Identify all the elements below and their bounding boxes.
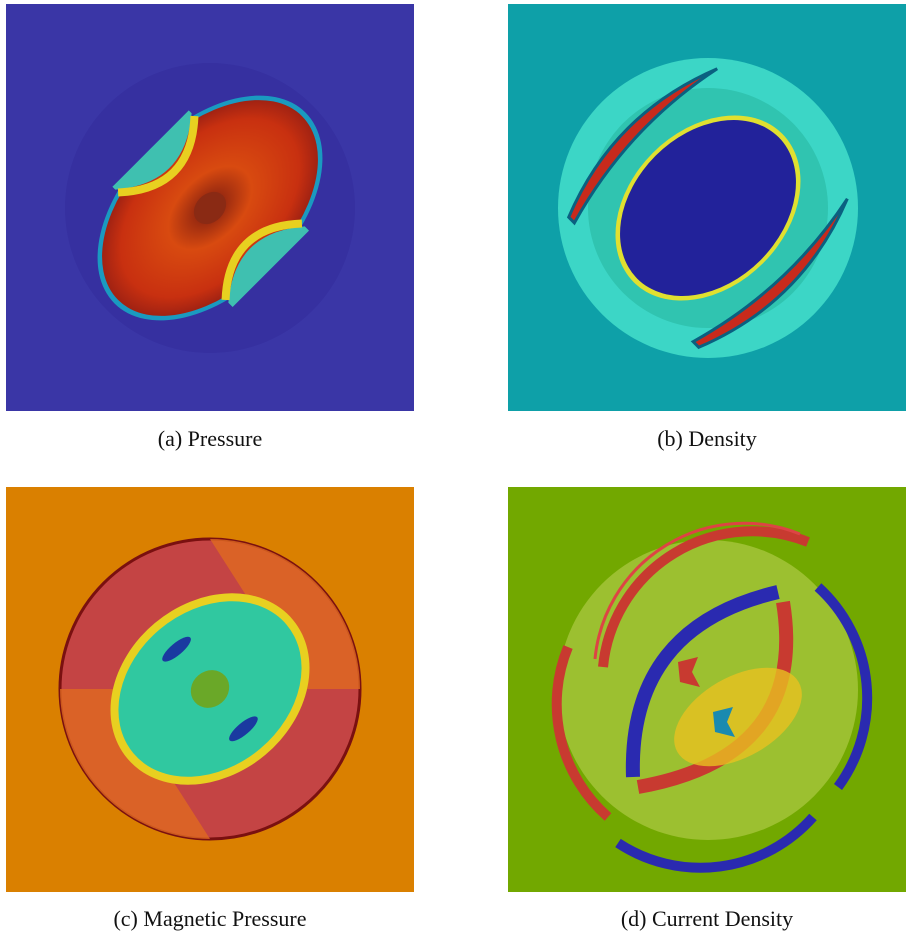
crescent [566,67,719,226]
waist-edge [221,219,303,301]
blue-sheet [615,813,817,873]
center [190,670,230,708]
red-sheet [551,645,612,821]
blue-sheet [814,583,873,790]
crescent [690,197,849,350]
caption: (d) Current Density [620,906,794,931]
yellow-region [674,667,802,767]
red-sheet [598,526,810,668]
waist-edge [117,115,199,197]
waist-bottom [228,226,309,307]
red-feature [678,657,700,687]
magnetic-core [110,593,310,785]
magnetic-pressure-plot [6,487,414,892]
density-core [566,67,849,350]
dip [229,716,258,742]
pressure-plot [6,4,414,411]
core [193,191,227,225]
caption: (a) Pressure [157,426,263,451]
density-plot [508,4,906,411]
red-sheet-edge [593,521,801,660]
inner-blue [625,585,780,778]
waist-top [112,110,192,190]
pressure-region [97,95,323,321]
low-density [620,120,796,296]
dip [162,636,191,662]
current-density-plot [508,487,906,892]
caption: (b) Density [657,426,757,451]
cyan-feature [713,707,735,737]
caption: (c) Magnetic Pressure [113,906,307,931]
